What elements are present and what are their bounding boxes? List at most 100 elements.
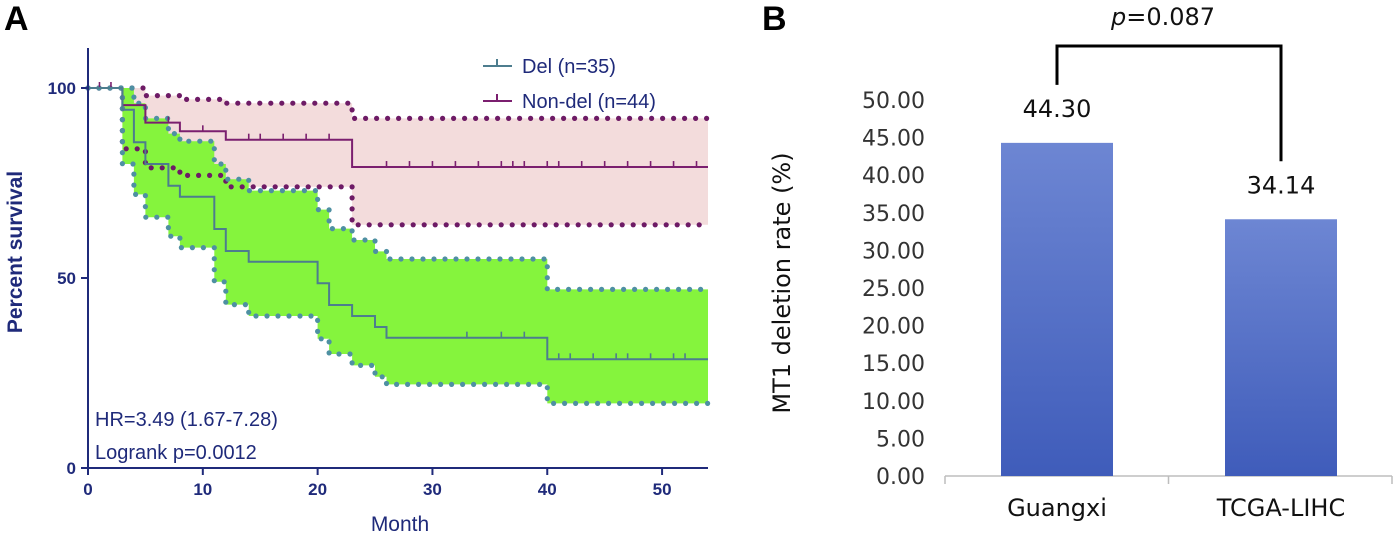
del-ci-dot xyxy=(225,176,231,182)
del-ci-dot xyxy=(471,381,477,387)
nondel-ci-dot xyxy=(627,115,633,121)
category-label: TCGA-LIHC xyxy=(1216,494,1345,522)
x-tick-label: 30 xyxy=(423,480,442,499)
del-ci-dot xyxy=(562,400,568,406)
nondel-ci-dot xyxy=(224,100,230,106)
del-ci-dot xyxy=(211,278,217,284)
del-ci-dot xyxy=(544,264,550,270)
del-ci-dot xyxy=(475,256,481,262)
del-ci-dot xyxy=(537,381,543,387)
nondel-ci-dot xyxy=(290,100,296,106)
del-ci-dot xyxy=(530,256,536,262)
nondel-ci-dot xyxy=(305,184,311,190)
nondel-ci-dot xyxy=(649,115,655,121)
del-ci-dot xyxy=(165,214,171,220)
nondel-ci-dot xyxy=(235,100,241,106)
bar-tcga-lihc xyxy=(1225,219,1337,476)
y-tick-label-b: 5.00 xyxy=(876,427,925,452)
del-ci-dot xyxy=(211,245,217,251)
survival-chart: 0 10 20 30 40 50 0 50 100 Percent survival Month… xyxy=(4,48,711,536)
del-ci-dot xyxy=(211,146,217,152)
del-ci-dot xyxy=(290,188,296,194)
del-ci-dot xyxy=(698,286,704,292)
nondel-ci-dot xyxy=(349,195,355,201)
legend-del-label: Del (n=35) xyxy=(522,56,616,78)
del-ci-dot xyxy=(519,256,525,262)
nondel-ci-dot xyxy=(641,222,647,228)
nondel-ci-dot xyxy=(671,115,677,121)
nondel-ci-dot xyxy=(630,222,636,228)
del-ci-dot xyxy=(383,248,390,255)
y-tick-label-b: 20.00 xyxy=(862,315,925,340)
nondel-ci-dot xyxy=(148,165,154,171)
panel-label-a: A xyxy=(4,0,29,38)
nondel-ci-dot xyxy=(443,222,449,228)
nondel-confidence-band xyxy=(88,88,708,225)
nondel-ci-dot xyxy=(520,222,526,228)
significance-bracket xyxy=(1055,44,1283,162)
nondel-ci-dot xyxy=(228,184,234,190)
del-ci-dot xyxy=(544,385,550,391)
del-ci-dot xyxy=(661,400,667,406)
nondel-ci-dot xyxy=(652,222,658,228)
del-ci-dot xyxy=(301,188,307,194)
del-ci-dot xyxy=(362,237,368,243)
del-ci-dot xyxy=(544,396,550,402)
del-ci-dot xyxy=(617,400,623,406)
del-ci-dot xyxy=(246,309,252,315)
nondel-ci-dot xyxy=(539,115,545,121)
nondel-ci-dot xyxy=(154,93,160,99)
nondel-ci-dot xyxy=(338,184,344,190)
nondel-ci-dot xyxy=(509,222,515,228)
nondel-ci-dot xyxy=(396,115,402,121)
del-ci-dot xyxy=(242,302,248,308)
del-ci-dot xyxy=(482,381,488,387)
bar-value-label: 34.14 xyxy=(1247,171,1316,199)
del-ci-dot xyxy=(168,233,174,239)
del-ci-dot xyxy=(308,313,314,319)
y-tick-label-b: 25.00 xyxy=(862,277,925,302)
del-ci-dot xyxy=(119,139,125,145)
nondel-ci-dot xyxy=(323,100,329,106)
del-ci-dot xyxy=(336,351,342,357)
del-ci-dot xyxy=(142,193,148,199)
nondel-ci-dot xyxy=(165,93,171,99)
nondel-ci-dot xyxy=(674,222,680,228)
nondel-ci-dot xyxy=(498,222,504,228)
nondel-ci-dot xyxy=(239,184,245,190)
nondel-ci-dot xyxy=(484,115,490,121)
nondel-ci-dot xyxy=(660,115,666,121)
del-ci-dot xyxy=(268,188,274,194)
del-ci-dot xyxy=(369,362,375,368)
nondel-ci-dot xyxy=(294,184,300,190)
del-ci-dot xyxy=(189,245,195,251)
del-ci-dot xyxy=(246,188,252,194)
nondel-ci-dot xyxy=(682,115,688,121)
nondel-ci-dot xyxy=(170,165,176,171)
del-ci-dot xyxy=(329,226,335,232)
bar-value-label: 44.30 xyxy=(1023,95,1092,123)
del-ci-dot xyxy=(130,161,136,167)
p-value-number: =0.087 xyxy=(1126,3,1215,31)
del-ci-dot xyxy=(606,400,612,406)
del-ci-dot xyxy=(372,238,378,244)
nondel-ci-dot xyxy=(608,222,614,228)
del-ci-dot xyxy=(143,214,149,220)
del-ci-dot xyxy=(177,136,183,142)
del-ci-dot xyxy=(133,191,139,197)
del-ci-dot xyxy=(372,370,378,376)
nondel-ci-dot xyxy=(334,100,340,106)
y-tick-label-b: 50.00 xyxy=(862,89,925,114)
del-ci-dot xyxy=(349,360,355,366)
del-ci-dot xyxy=(131,182,137,188)
p-value-label: p=0.087 xyxy=(1110,3,1215,31)
del-ci-dot xyxy=(257,188,263,194)
nondel-ci-dot xyxy=(206,96,212,102)
del-ci-dot xyxy=(566,286,572,292)
nondel-ci-dot xyxy=(638,115,644,121)
del-ci-dot xyxy=(186,138,192,144)
nondel-ci-dot xyxy=(134,146,140,152)
del-ci-dot xyxy=(621,286,627,292)
legend-nondel-label: Non-del (n=44) xyxy=(522,91,656,113)
nondel-ci-dot xyxy=(561,115,567,121)
